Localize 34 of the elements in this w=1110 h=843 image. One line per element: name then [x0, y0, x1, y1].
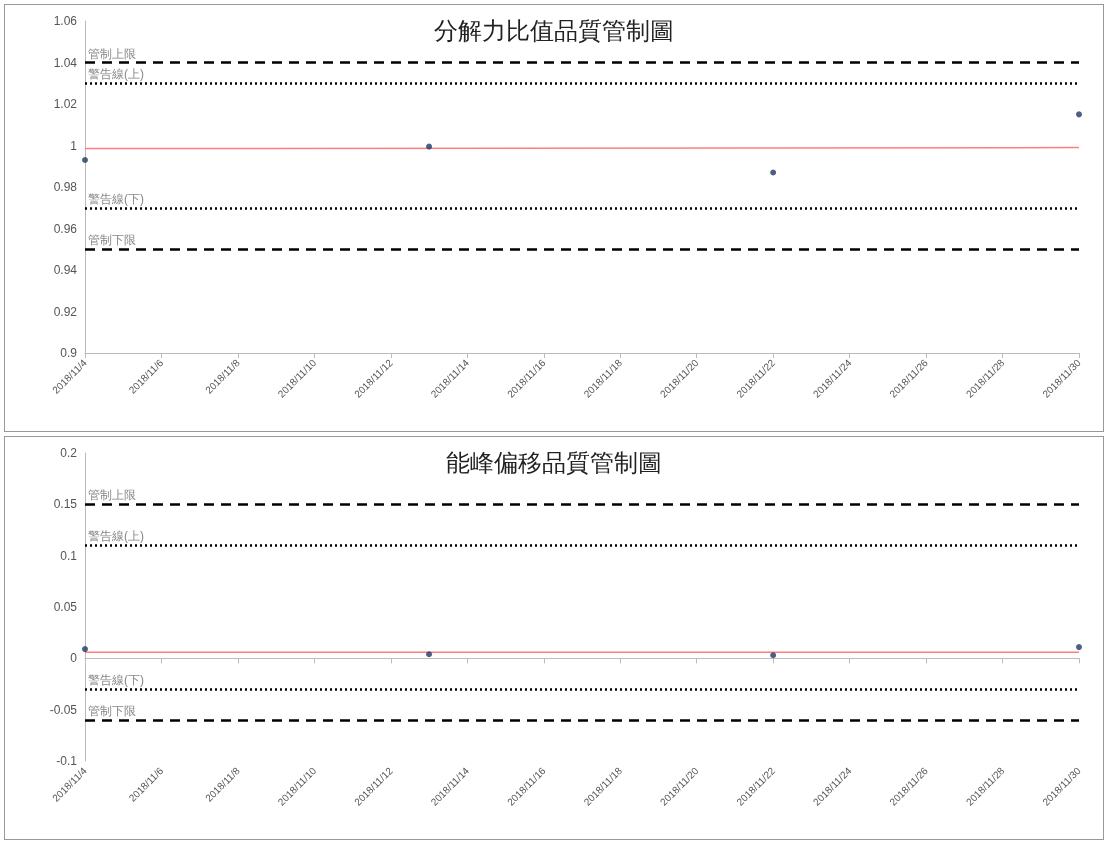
y-tick-label: 0.15	[53, 497, 78, 512]
y-tick-label: 1.04	[53, 55, 78, 70]
y-tick-label: 1.02	[53, 97, 78, 111]
y-tick-label: -0.05	[49, 702, 78, 717]
ref-line-label: 管制下限	[88, 233, 136, 248]
y-tick-label: 0.05	[53, 600, 78, 614]
point	[82, 157, 88, 164]
y-tick-label: 0.98	[53, 180, 78, 194]
ref-line-label: 警告線(下)	[88, 191, 144, 206]
point	[1076, 111, 1082, 118]
chart-title: 能峰偏移品質管制圖	[446, 448, 662, 476]
point	[1076, 644, 1082, 651]
chart-title: 分解力比值品質管制圖	[434, 16, 674, 44]
y-tick-label: 0.9	[60, 346, 78, 360]
ref-line-label: 警告線(上)	[88, 529, 144, 544]
y-tick-label: 0.96	[53, 221, 78, 236]
y-tick-label: 0.2	[60, 446, 78, 460]
y-tick-label: 1	[70, 138, 78, 153]
ref-line-label: 管制下限	[88, 703, 136, 718]
ref-line-label: 管制上限	[88, 46, 136, 61]
point	[770, 652, 777, 659]
point	[82, 646, 88, 653]
y-tick-label: 1.06	[53, 14, 78, 28]
ref-line-label: 警告線(上)	[88, 67, 144, 82]
ref-line-label: 管制上限	[88, 488, 136, 503]
point	[426, 651, 433, 658]
point	[426, 143, 433, 150]
point	[770, 169, 777, 176]
y-tick-label: 0	[70, 651, 78, 666]
y-tick-label: 0.94	[53, 263, 78, 277]
y-tick-label: 0.1	[60, 548, 78, 563]
y-tick-label: -0.1	[56, 754, 78, 768]
y-tick-label: 0.92	[53, 304, 78, 319]
ref-line-label: 警告線(下)	[88, 673, 144, 688]
